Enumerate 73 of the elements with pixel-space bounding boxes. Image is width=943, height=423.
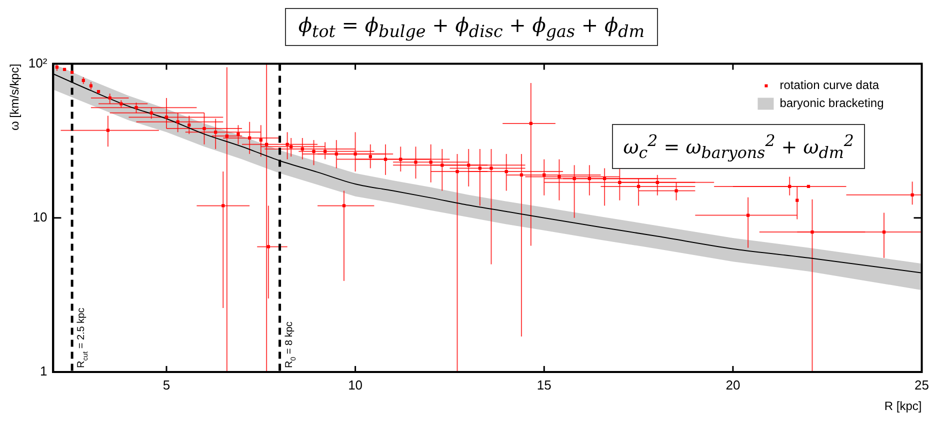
point — [82, 78, 85, 82]
point — [796, 198, 799, 202]
point — [266, 245, 270, 248]
point — [70, 70, 74, 74]
point — [368, 155, 372, 158]
point — [656, 180, 659, 184]
point — [176, 120, 180, 124]
x-tick-label: 15 — [536, 377, 552, 392]
point — [55, 66, 59, 69]
point — [264, 142, 268, 146]
point — [558, 175, 561, 178]
point — [602, 177, 606, 180]
chart-title: ϕ$_{tot}$ = ϕ$_{bulge}$ + ϕ$_{disc}$ + ϕ$_{gas}$ + ϕ$_{dm}$ — [298, 13, 645, 41]
point — [225, 134, 228, 138]
point — [214, 130, 218, 134]
point — [62, 68, 66, 71]
point — [572, 177, 576, 180]
point — [746, 214, 750, 217]
point — [504, 170, 508, 174]
point — [236, 132, 240, 136]
point — [618, 180, 622, 184]
point — [222, 204, 225, 208]
point — [150, 111, 153, 114]
point — [429, 160, 432, 164]
point — [414, 160, 418, 164]
point — [202, 126, 206, 130]
point — [188, 124, 191, 127]
y-tick-label: 1 — [40, 364, 48, 379]
point — [290, 145, 293, 148]
point — [312, 150, 316, 153]
x-tick-label: 20 — [726, 377, 740, 392]
point — [806, 184, 810, 188]
point — [542, 173, 546, 177]
point — [910, 193, 914, 196]
point — [342, 204, 346, 208]
y-axis-title: ω [km/s/kpc] — [8, 64, 22, 131]
point — [354, 152, 357, 156]
point — [440, 164, 444, 167]
point — [478, 166, 482, 170]
x-tick-label: 5 — [162, 377, 170, 392]
x-tick-label: 10 — [348, 377, 363, 392]
point — [334, 152, 338, 156]
y-tick-label: 10 — [32, 209, 48, 224]
point — [89, 84, 93, 88]
point — [300, 147, 304, 151]
point — [108, 96, 112, 100]
point — [882, 230, 886, 234]
y-tick-label: 10² — [28, 55, 48, 70]
point — [106, 128, 110, 132]
point — [384, 158, 388, 161]
point — [520, 173, 524, 177]
legend-label: rotation curve data — [780, 78, 880, 92]
point — [324, 150, 327, 153]
point — [810, 230, 814, 234]
point — [120, 102, 123, 106]
point — [674, 189, 678, 192]
point — [588, 177, 592, 180]
point — [399, 158, 402, 161]
point — [96, 90, 100, 94]
x-axis-title: R [kpc] — [884, 399, 922, 414]
point — [490, 166, 493, 170]
point — [134, 106, 138, 110]
point — [456, 170, 459, 174]
point — [286, 142, 289, 146]
x-tick-label: 25 — [914, 377, 930, 392]
legend-label: baryonic bracketing — [780, 96, 884, 110]
point — [788, 184, 792, 188]
point — [636, 184, 640, 188]
point — [248, 136, 252, 140]
point — [467, 164, 470, 167]
point — [259, 138, 262, 142]
point — [529, 122, 532, 126]
point — [164, 116, 168, 119]
